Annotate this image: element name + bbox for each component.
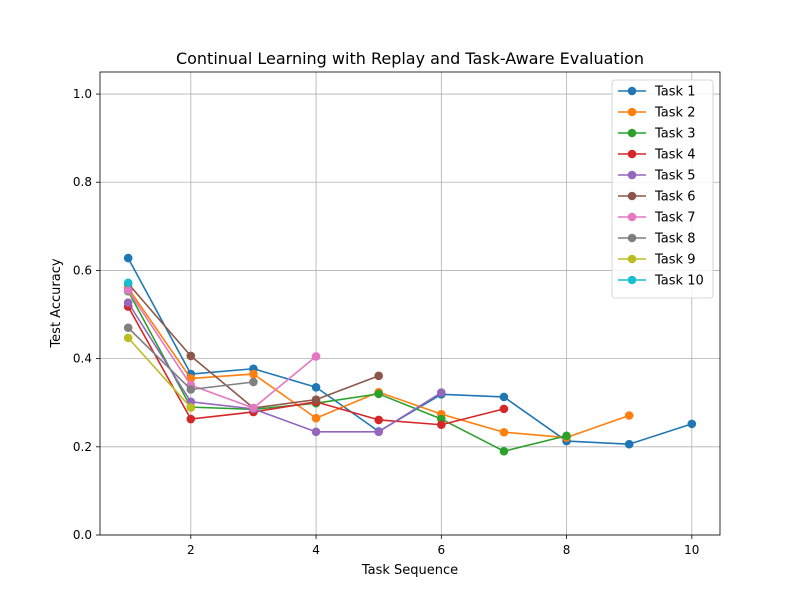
legend-marker <box>627 254 637 264</box>
data-point <box>186 414 196 424</box>
legend-label: Task 3 <box>654 127 695 142</box>
legend: Task 1 Task 2 Task 3 Task 4 Task 5 Task 6 Task… <box>611 79 714 299</box>
legend-entry: Task 3 <box>618 127 695 142</box>
x-tick-label: 4 <box>312 543 320 557</box>
legend-marker <box>627 233 637 243</box>
legend-box <box>611 79 714 299</box>
legend-entry: Task 7 <box>618 211 695 226</box>
legend-label: Task 9 <box>654 253 695 268</box>
x-tick-label: 10 <box>684 543 699 557</box>
y-tick-label: 0.8 <box>73 175 92 189</box>
legend-marker <box>627 170 637 180</box>
plot-frame <box>99 71 721 536</box>
chart-title: Continual Learning with Replay and Task-… <box>176 49 644 68</box>
legend-marker <box>627 128 637 138</box>
y-tick-label: 0.0 <box>73 528 92 542</box>
data-point <box>437 388 446 397</box>
data-point <box>311 427 321 437</box>
data-point <box>374 371 383 381</box>
legend-label: Task 2 <box>654 106 695 121</box>
data-point <box>499 427 509 437</box>
data-point <box>123 333 133 343</box>
series-line <box>127 302 442 433</box>
data-point <box>374 427 383 437</box>
data-point <box>374 389 383 399</box>
legend-label: Task 10 <box>654 274 704 289</box>
data-point <box>123 253 133 263</box>
series-7 <box>123 285 321 413</box>
y-tick-label: 1.0 <box>73 87 92 101</box>
legend-marker <box>627 86 637 96</box>
data-point <box>249 369 258 379</box>
legend-marker <box>627 212 637 222</box>
x-axis-label: Task Sequence <box>361 563 458 578</box>
data-point <box>311 382 321 392</box>
legend-marker <box>627 191 637 201</box>
legend-entry: Task 6 <box>618 190 695 205</box>
legend-entry: Task 2 <box>618 106 695 121</box>
x-tick-label: 6 <box>437 543 445 557</box>
data-point <box>186 403 196 412</box>
legend-marker <box>627 275 637 285</box>
legend-label: Task 1 <box>654 85 695 100</box>
legend-marker <box>627 149 637 159</box>
data-point <box>499 404 509 414</box>
y-axis-label: Test Accuracy <box>49 258 64 348</box>
x-tick-label: 8 <box>563 543 571 557</box>
series-line <box>127 337 192 409</box>
series-8 <box>123 323 258 394</box>
legend-entry: Task 1 <box>618 85 695 100</box>
data-point <box>437 420 446 430</box>
data-point <box>499 446 509 456</box>
legend-label: Task 7 <box>654 211 695 226</box>
legend-entry: Task 9 <box>618 253 695 268</box>
data-point <box>374 415 383 425</box>
series-9 <box>123 333 196 412</box>
y-tick-label: 0.2 <box>73 440 92 454</box>
data-point <box>311 352 321 361</box>
y-tick-label: 0.6 <box>73 263 92 277</box>
series-lines <box>123 253 697 456</box>
legend-marker <box>627 107 637 117</box>
data-point <box>249 403 258 413</box>
axes: 2 4 6 8 10 0.0 0.2 0.4 0.6 0.8 1.0 <box>73 71 721 557</box>
legend-entry: Task 8 <box>618 232 695 247</box>
series-line <box>127 289 317 409</box>
data-point <box>123 323 133 333</box>
legend-label: Task 6 <box>654 190 695 205</box>
legend-label: Task 5 <box>654 169 695 184</box>
data-point <box>123 298 133 307</box>
data-point <box>186 351 196 361</box>
data-point <box>123 278 133 288</box>
x-tick-label: 2 <box>187 543 195 557</box>
data-point <box>123 285 133 295</box>
series-line <box>127 290 567 453</box>
legend-entry: Task 4 <box>618 148 695 163</box>
data-point <box>186 385 196 394</box>
data-point <box>249 377 258 387</box>
data-point <box>499 392 509 402</box>
data-point <box>562 431 571 441</box>
data-point <box>311 395 321 404</box>
series-10 <box>123 278 133 288</box>
legend-label: Task 8 <box>654 232 695 247</box>
data-point <box>311 413 321 423</box>
legend-entry: Task 10 <box>618 274 704 289</box>
data-point <box>624 411 634 420</box>
legend-label: Task 4 <box>654 148 695 163</box>
legend-entry: Task 5 <box>618 169 695 184</box>
data-point <box>687 419 697 429</box>
data-point <box>624 439 634 449</box>
y-tick-label: 0.4 <box>73 352 92 366</box>
